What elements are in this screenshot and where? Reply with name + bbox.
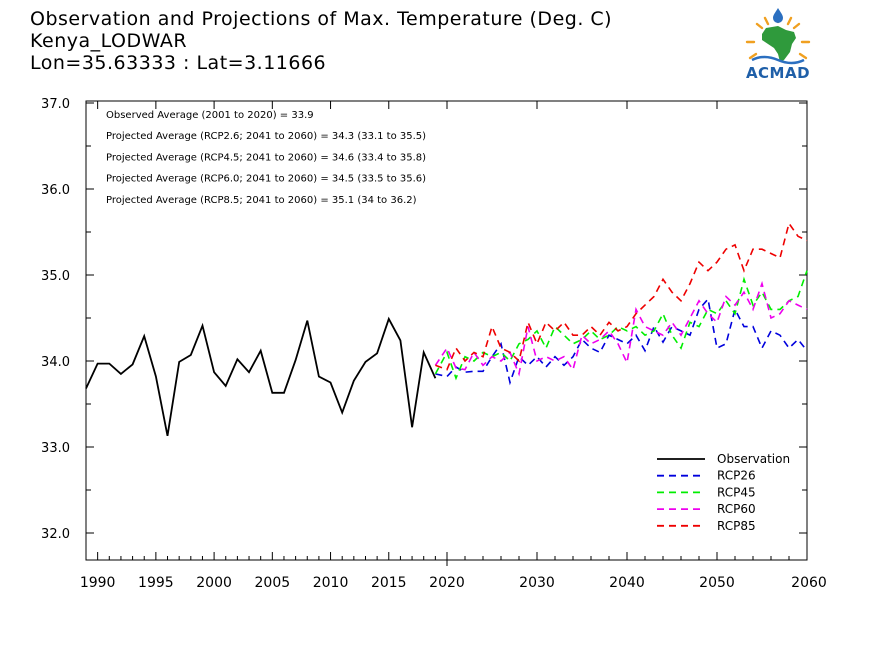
legend-label: RCP26 [717, 469, 756, 483]
y-tick-label: 32.0 [41, 527, 70, 542]
africa-map-logo-icon [745, 8, 811, 65]
x-tick-label: 2010 [313, 575, 349, 591]
x-tick-label: 2020 [429, 575, 465, 591]
x-tick-label: 1995 [138, 575, 174, 591]
series-line-rcp26 [435, 297, 808, 386]
axis-ticks [86, 101, 808, 560]
tick-labels: 32.0 33.0 34.0 35.0 36.0 37.0 1990 1995 2000 2005… [41, 97, 827, 591]
x-tick-label: 2050 [699, 575, 735, 591]
legend-label: RCP45 [717, 485, 756, 499]
station-coordinates: Lon=35.63333 : Lat=3.11666 [30, 52, 327, 74]
plot-area-frame [85, 100, 808, 561]
acmad-logo-text: ACMAD [745, 64, 811, 82]
legend-label: Observation [717, 452, 790, 466]
x-tick-label: 2000 [196, 575, 232, 591]
series-line-rcp45 [434, 270, 808, 381]
annotation-line: Projected Average (RCP4.5; 2041 to 2060)… [106, 152, 426, 163]
legend-label: RCP85 [717, 519, 756, 533]
legend: Observation RCP26 RCP45 RCP60 RCP85 [657, 452, 790, 533]
series-lines [85, 221, 808, 436]
annotation-line: Observed Average (2001 to 2020) = 33.9 [106, 110, 314, 121]
y-tick-label: 34.0 [41, 355, 70, 370]
y-tick-label: 36.0 [41, 183, 70, 198]
x-tick-label: 2040 [609, 575, 645, 591]
x-tick-label: 2030 [519, 575, 555, 591]
station-name: Kenya_LODWAR [30, 30, 188, 52]
annotation-line: Projected Average (RCP2.6; 2041 to 2060)… [106, 131, 426, 142]
annotation-texts: Observed Average (2001 to 2020) = 33.9 Pr… [106, 110, 426, 206]
acmad-logo: ACMAD [738, 8, 818, 84]
x-tick-label: 2060 [791, 575, 827, 591]
y-tick-label: 35.0 [41, 269, 70, 284]
y-tick-label: 37.0 [41, 97, 70, 112]
chart-title-block: Observation and Projections of Max. Temp… [30, 8, 612, 74]
x-tick-label: 2015 [371, 575, 407, 591]
legend-label: RCP60 [717, 502, 756, 516]
y-tick-label: 33.0 [41, 441, 70, 456]
x-tick-label: 1990 [80, 575, 116, 591]
series-line-rcp85 [435, 221, 808, 371]
annotation-line: Projected Average (RCP6.0; 2041 to 2060)… [106, 174, 426, 185]
x-tick-label: 2005 [255, 575, 291, 591]
chart-title: Observation and Projections of Max. Temp… [30, 8, 613, 30]
series-line-observation [85, 316, 437, 436]
annotation-line: Projected Average (RCP8.5; 2041 to 2060)… [106, 195, 417, 206]
